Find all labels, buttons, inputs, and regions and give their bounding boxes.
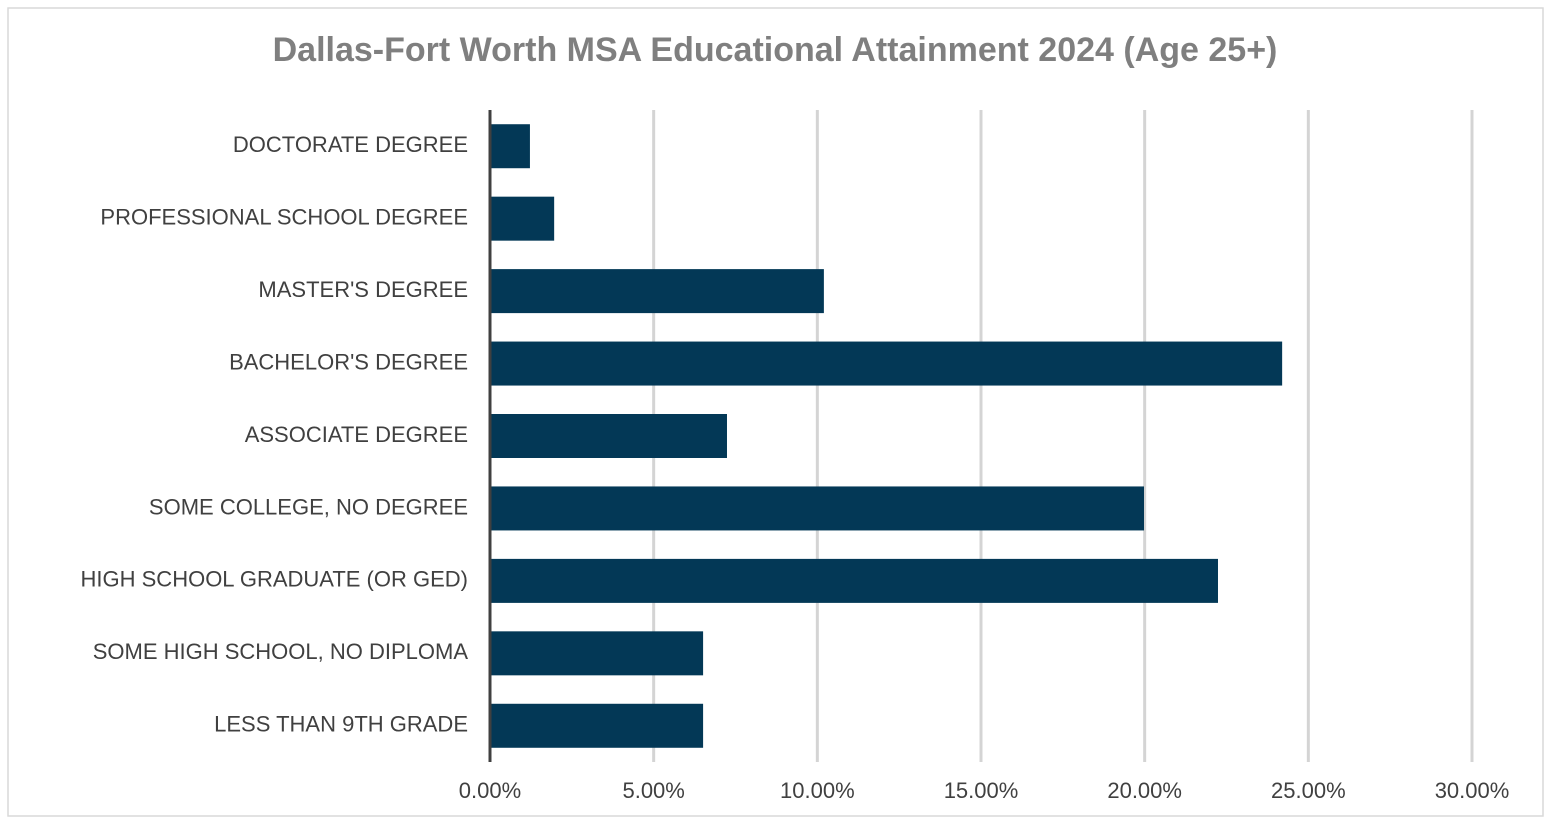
bar xyxy=(490,124,530,169)
y-tick-label: SOME COLLEGE, NO DEGREE xyxy=(149,494,468,519)
x-tick-label: 30.00% xyxy=(1435,778,1510,803)
chart-border xyxy=(7,7,1544,817)
y-tick-label: DOCTORATE DEGREE xyxy=(233,132,468,157)
bar xyxy=(490,486,1145,531)
bar xyxy=(490,631,704,676)
x-tick-label: 20.00% xyxy=(1107,778,1182,803)
chart-title: Dallas-Fort Worth MSA Educational Attain… xyxy=(273,31,1278,69)
x-tick-label: 0.00% xyxy=(459,778,521,803)
bar xyxy=(490,558,1218,603)
y-tick-label: LESS THAN 9TH GRADE xyxy=(214,712,468,737)
x-tick-label: 15.00% xyxy=(944,778,1019,803)
bar xyxy=(490,703,704,748)
x-tick-label: 25.00% xyxy=(1271,778,1346,803)
y-tick-label: SOME HIGH SCHOOL, NO DIPLOMA xyxy=(93,639,469,664)
y-tick-label: HIGH SCHOOL GRADUATE (OR GED) xyxy=(81,567,468,592)
bar xyxy=(490,341,1283,386)
bar xyxy=(490,269,824,314)
y-tick-label: ASSOCIATE DEGREE xyxy=(245,422,468,447)
y-tick-label: BACHELOR'S DEGREE xyxy=(229,349,468,374)
x-tick-label: 5.00% xyxy=(622,778,684,803)
y-tick-label: MASTER'S DEGREE xyxy=(258,277,468,302)
bar xyxy=(490,196,555,241)
x-tick-label: 10.00% xyxy=(780,778,855,803)
bar xyxy=(490,414,727,458)
y-tick-label: PROFESSIONAL SCHOOL DEGREE xyxy=(100,204,468,229)
